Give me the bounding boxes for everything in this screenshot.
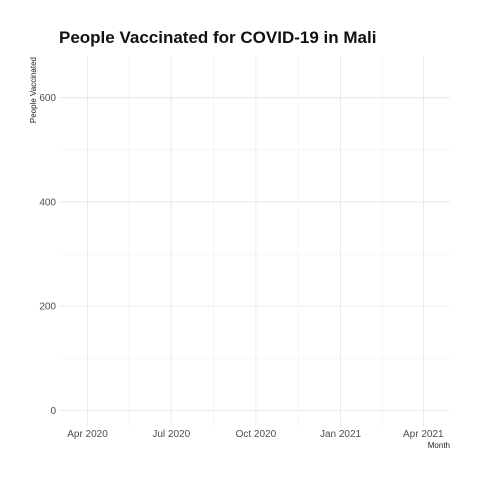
x-tick-label: Jul 2020: [152, 429, 190, 440]
y-tick-label: 0: [50, 406, 56, 417]
chart-title: People Vaccinated for COVID-19 in Mali: [59, 28, 376, 47]
y-axis-ticks: 0 200 400 600: [39, 93, 56, 417]
y-tick-label: 400: [39, 197, 56, 208]
x-tick-label: Apr 2021: [403, 429, 444, 440]
y-axis-label: People Vaccinated: [29, 57, 38, 123]
x-tick-label: Apr 2020: [67, 429, 108, 440]
x-tick-label: Jan 2021: [320, 429, 362, 440]
x-axis-label: Month: [428, 441, 450, 450]
gridlines: [59, 56, 450, 426]
y-tick-label: 200: [39, 302, 56, 313]
x-axis-ticks: Apr 2020 Jul 2020 Oct 2020 Jan 2021 Apr 2021: [67, 429, 444, 440]
x-tick-label: Oct 2020: [236, 429, 277, 440]
y-tick-label: 600: [39, 93, 56, 104]
